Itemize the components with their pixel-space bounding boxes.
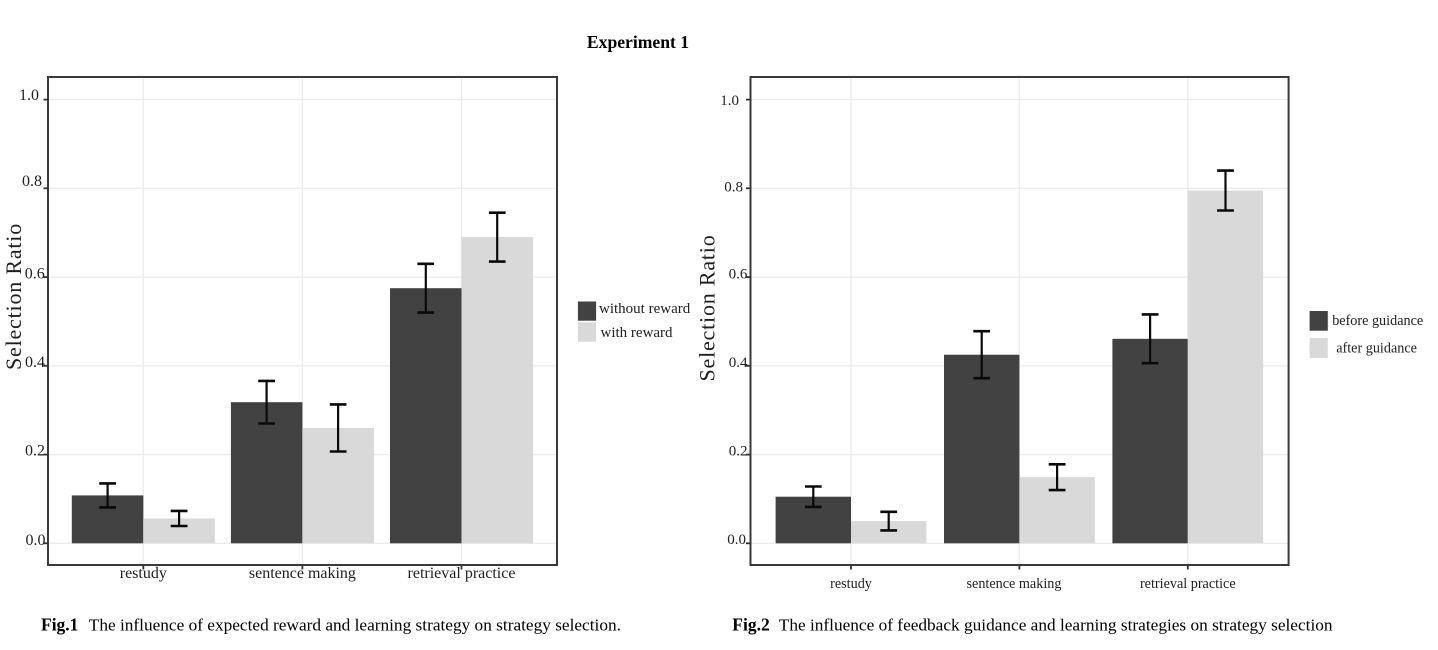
svg-text:sentence making: sentence making: [249, 565, 356, 582]
svg-text:Fig.2: Fig.2: [732, 615, 769, 635]
svg-text:0.2: 0.2: [25, 443, 45, 460]
svg-text:0.2: 0.2: [729, 444, 748, 460]
svg-text:0.8: 0.8: [22, 173, 42, 190]
svg-text:0.4: 0.4: [25, 354, 45, 371]
svg-text:Experiment 1: Experiment 1: [587, 32, 689, 52]
svg-text:0.0: 0.0: [26, 532, 46, 549]
svg-text:Fig.1: Fig.1: [41, 615, 78, 635]
svg-text:0.8: 0.8: [724, 179, 743, 195]
svg-text:0.0: 0.0: [727, 532, 746, 548]
svg-text:restudy: restudy: [830, 576, 873, 592]
svg-text:without reward: without reward: [599, 301, 691, 317]
svg-text:The influence of feedback guid: The influence of feedback guidance and l…: [779, 616, 1333, 635]
svg-text:sentence making: sentence making: [967, 576, 1062, 592]
svg-text:retrieval practice: retrieval practice: [408, 565, 516, 582]
svg-text:1.0: 1.0: [720, 93, 739, 109]
svg-text:after guidance: after guidance: [1336, 340, 1417, 356]
svg-text:Selection Ratio: Selection Ratio: [695, 234, 720, 381]
svg-text:The influence of expected rewa: The influence of expected reward and lea…: [89, 616, 621, 635]
svg-text:Selection Ratio: Selection Ratio: [1, 223, 26, 370]
svg-text:0.6: 0.6: [25, 266, 45, 283]
svg-text:retrieval practice: retrieval practice: [1140, 576, 1236, 592]
svg-text:1.0: 1.0: [19, 87, 39, 104]
svg-text:0.4: 0.4: [729, 355, 748, 371]
svg-text:restudy: restudy: [120, 565, 167, 582]
svg-text:with reward: with reward: [601, 325, 674, 341]
svg-text:0.6: 0.6: [729, 267, 748, 283]
svg-text:before guidance: before guidance: [1332, 313, 1423, 329]
